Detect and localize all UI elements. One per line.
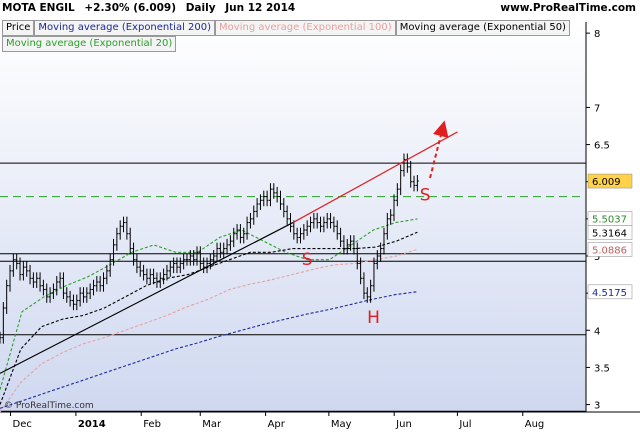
legend-ema-100[interactable]: Moving average (Exponential 100) (215, 20, 396, 36)
x-tick-label: Apr (268, 419, 286, 430)
x-tick-label: Aug (525, 419, 545, 430)
period: Daily (185, 2, 216, 14)
y-tick-label: 4 (594, 326, 600, 337)
date: Jun 12 2014 (225, 2, 296, 14)
symbol: MOTA ENGIL (2, 2, 75, 14)
x-tick-label: May (331, 419, 352, 430)
watermark: © ProRealTime.com (4, 401, 94, 411)
ma-line (0, 231, 418, 405)
price-label-text: 5.5037 (592, 215, 627, 226)
pattern-label: S (302, 250, 313, 270)
y-tick-label: 3.5 (594, 363, 610, 374)
ma-line (0, 248, 418, 413)
price-label-text: 6.009 (592, 177, 621, 188)
y-tick-label: 5 (594, 252, 600, 263)
legend-price[interactable]: Price (2, 20, 35, 36)
x-tick-label: Jul (458, 419, 471, 430)
trendline (292, 131, 458, 224)
pattern-label: H (367, 308, 380, 328)
ma-line (0, 218, 418, 390)
legend-row-2: Moving average (Exponential 20) (2, 36, 177, 52)
price-label-box (587, 225, 633, 240)
y-tick-label: 6.5 (594, 141, 610, 152)
price-label-box (587, 242, 633, 257)
y-tick-label: 7 (594, 103, 600, 114)
x-tick-label: Mar (202, 419, 222, 430)
y-tick-label: 3 (594, 401, 600, 412)
projection-arrow (429, 120, 449, 179)
y-tick-label: 8 (594, 29, 600, 40)
legend-ema-20[interactable]: Moving average (Exponential 20) (2, 36, 177, 52)
legend-row-1: Price Moving average (Exponential 200) M… (2, 20, 570, 36)
pattern-label: S (420, 185, 431, 205)
x-tick-label: 2014 (78, 419, 106, 430)
legend-ema-200[interactable]: Moving average (Exponential 200) (34, 20, 216, 36)
price-label-box (587, 284, 633, 300)
price-label-text: 4.5175 (592, 288, 627, 299)
change: +2.30% (6.009) (84, 2, 177, 14)
chart-header: MOTA ENGIL +2.30% (6.009) Daily Jun 12 2… (2, 2, 301, 14)
site-name: www.ProRealTime.com (500, 2, 636, 14)
price-label-text: 5.3164 (592, 228, 627, 239)
x-tick-label: Jun (395, 419, 412, 430)
legend-ema-50[interactable]: Moving average (Exponential 50) (395, 20, 570, 36)
price-label-text: 5.0886 (592, 245, 627, 256)
price-label-box (587, 173, 633, 189)
trendline (0, 222, 294, 374)
x-tick-label: Feb (143, 419, 161, 430)
plot-background (0, 22, 586, 412)
x-tick-label: Dec (13, 419, 32, 430)
